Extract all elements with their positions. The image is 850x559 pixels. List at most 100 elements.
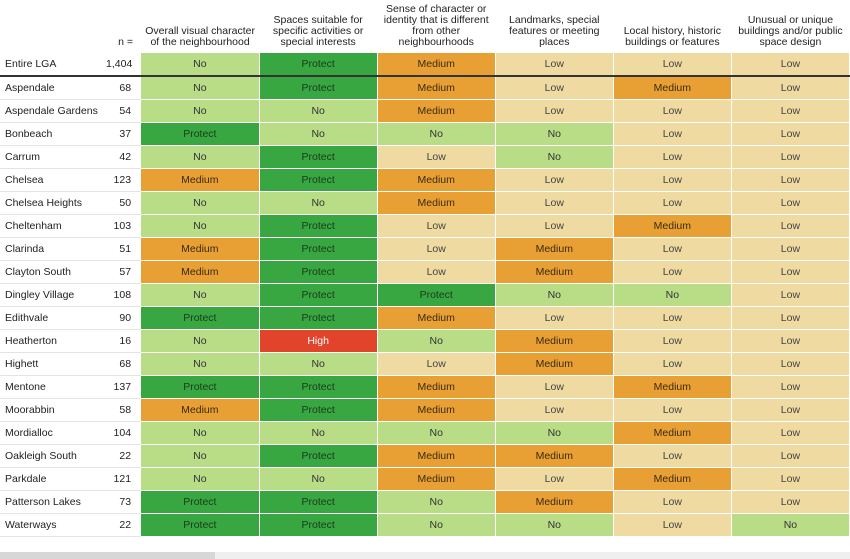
- row-name: Bonbeach: [0, 122, 107, 146]
- table-row: Chelsea Heights 50 No No Medium Low Low Low: [0, 191, 850, 215]
- rating-cell: Low: [731, 145, 850, 169]
- rating-cell: Low: [613, 513, 732, 537]
- table-body: Entire LGA 1,404 No Protect Medium Low Low Low A…: [0, 53, 850, 537]
- rating-cell: Low: [495, 398, 614, 422]
- column-header: Sense of character or identity that is d…: [383, 3, 489, 48]
- rating-cell: Protect: [259, 283, 378, 307]
- rating-cell: Protect: [259, 76, 378, 100]
- rating-cell: Medium: [141, 168, 260, 192]
- row-name: Oakleigh South: [0, 444, 107, 468]
- rating-cell: Medium: [495, 260, 614, 284]
- row-name: Moorabbin: [0, 398, 107, 422]
- rating-cell: Low: [731, 375, 850, 399]
- rating-cell: Protect: [259, 513, 378, 537]
- table-row: Edithvale 90 Protect Protect Medium Low Low Low: [0, 306, 850, 330]
- rating-cell: No: [377, 490, 496, 514]
- rating-cell: Low: [495, 99, 614, 123]
- row-count: 73: [106, 490, 142, 514]
- rating-cell: Low: [377, 214, 496, 238]
- rating-cell: Medium: [377, 444, 496, 468]
- rating-cell: No: [495, 145, 614, 169]
- rating-cell: Low: [731, 283, 850, 307]
- rating-cell: Protect: [259, 306, 378, 330]
- rating-cell: No: [377, 122, 496, 146]
- rating-cell: Medium: [377, 53, 496, 77]
- rating-cell: Low: [495, 76, 614, 100]
- rating-cell: Low: [731, 122, 850, 146]
- table-row: Chelsea 123 Medium Protect Medium Low Low Low: [0, 168, 850, 192]
- rating-cell: No: [141, 99, 260, 123]
- rating-cell: Low: [377, 260, 496, 284]
- rating-cell: No: [141, 444, 260, 468]
- rating-cell: Medium: [141, 260, 260, 284]
- table-row: Mordialloc 104 No No No No Medium Low: [0, 421, 850, 445]
- row-name: Waterways: [0, 513, 107, 537]
- rating-cell: Protect: [259, 145, 378, 169]
- rating-cell: Low: [613, 99, 732, 123]
- rating-cell: No: [613, 283, 732, 307]
- rating-cell: No: [377, 421, 496, 445]
- rating-cell: Protect: [141, 513, 260, 537]
- column-header: Local history, historic buildings or fea…: [623, 25, 721, 48]
- rating-cell: Medium: [613, 467, 732, 491]
- rating-cell: Low: [377, 237, 496, 261]
- row-name: Heatherton: [0, 329, 107, 353]
- rating-cell: Low: [731, 444, 850, 468]
- row-count: 58: [106, 398, 142, 422]
- rating-cell: Low: [613, 444, 732, 468]
- rating-cell: Medium: [495, 490, 614, 514]
- row-name: Chelsea Heights: [0, 191, 107, 215]
- rating-cell: Low: [731, 53, 850, 77]
- row-count: 57: [106, 260, 142, 284]
- table-row: Highett 68 No No Low Medium Low Low: [0, 352, 850, 376]
- row-count: 137: [106, 375, 142, 399]
- rating-cell: Low: [731, 421, 850, 445]
- rating-cell: Low: [377, 145, 496, 169]
- row-count: 121: [106, 467, 142, 491]
- rating-cell: Medium: [141, 398, 260, 422]
- rating-cell: Medium: [377, 306, 496, 330]
- table-row: Bonbeach 37 Protect No No No Low Low: [0, 122, 850, 146]
- header-row: n = Overall visual character of the neig…: [0, 0, 850, 53]
- rating-cell: No: [377, 329, 496, 353]
- rating-cell: High: [259, 329, 378, 353]
- rating-cell: No: [495, 513, 614, 537]
- rating-cell: Protect: [259, 444, 378, 468]
- table-row: Mentone 137 Protect Protect Medium Low Medium L…: [0, 375, 850, 399]
- rating-cell: Protect: [141, 375, 260, 399]
- rating-cell: No: [141, 145, 260, 169]
- row-count: 22: [106, 444, 142, 468]
- row-name: Dingley Village: [0, 283, 107, 307]
- row-count: 51: [106, 237, 142, 261]
- map-strip: [0, 552, 850, 559]
- rating-cell: Low: [495, 191, 614, 215]
- row-count: 1,404: [106, 53, 142, 77]
- rating-cell: Low: [731, 191, 850, 215]
- rating-cell: Low: [377, 352, 496, 376]
- rating-cell: Medium: [377, 398, 496, 422]
- row-name: Carrum: [0, 145, 107, 169]
- row-name: Highett: [0, 352, 107, 376]
- rating-cell: Medium: [495, 444, 614, 468]
- rating-cell: Low: [613, 329, 732, 353]
- rating-cell: Low: [613, 260, 732, 284]
- rating-cell: Low: [731, 329, 850, 353]
- rating-cell: No: [141, 53, 260, 77]
- row-count: 103: [106, 214, 142, 238]
- rating-cell: Low: [613, 53, 732, 77]
- rating-cell: Low: [731, 237, 850, 261]
- header-n: n =: [118, 36, 134, 48]
- rating-cell: No: [141, 421, 260, 445]
- rating-cell: Protect: [259, 53, 378, 77]
- rating-cell: No: [141, 467, 260, 491]
- rating-cell: No: [259, 99, 378, 123]
- rating-cell: Medium: [613, 421, 732, 445]
- row-count: 108: [106, 283, 142, 307]
- rating-cell: Low: [613, 352, 732, 376]
- rating-cell: Protect: [259, 168, 378, 192]
- rating-cell: No: [495, 421, 614, 445]
- row-name: Cheltenham: [0, 214, 107, 238]
- table-row: Moorabbin 58 Medium Protect Medium Low Low Low: [0, 398, 850, 422]
- rating-cell: Medium: [613, 214, 732, 238]
- rating-cell: Protect: [377, 283, 496, 307]
